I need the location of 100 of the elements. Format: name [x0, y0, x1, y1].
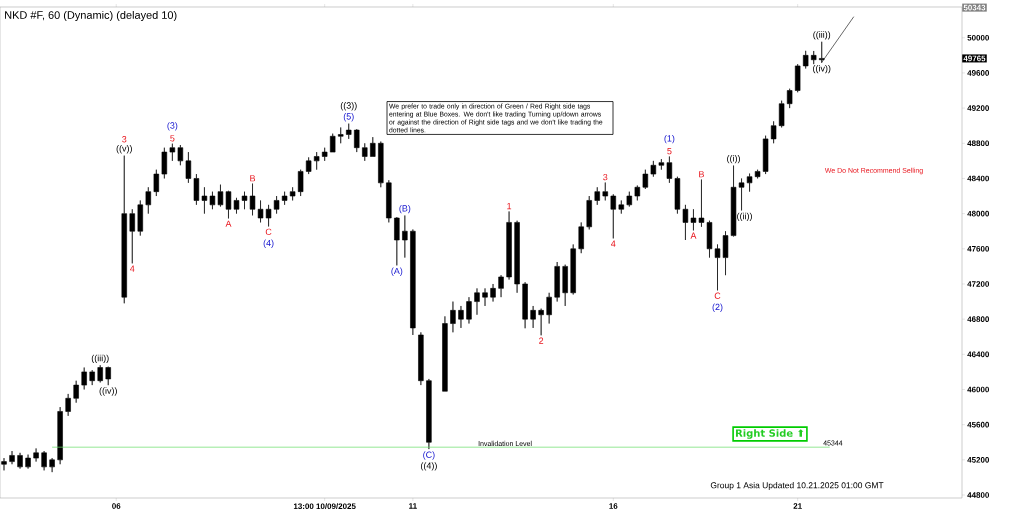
candlestick — [658, 158, 665, 170]
annotation: (5) — [343, 113, 354, 122]
candlestick — [770, 121, 777, 144]
candlestick — [281, 191, 288, 206]
candlestick — [105, 366, 111, 386]
candlestick — [538, 308, 544, 336]
candlestick — [674, 176, 681, 214]
candlestick — [265, 204, 272, 227]
candlestick — [289, 186, 296, 201]
candlestick — [530, 305, 536, 329]
candlestick — [811, 50, 817, 65]
candlestick — [610, 193, 616, 239]
candlestick — [466, 296, 472, 324]
candlestick — [338, 127, 344, 144]
annotation: B — [699, 171, 704, 178]
candlestick — [362, 142, 368, 162]
candlestick — [354, 128, 360, 153]
candlestick — [402, 215, 408, 258]
candlestick — [794, 63, 801, 93]
candlestick — [426, 378, 432, 450]
candlestick — [65, 393, 71, 417]
candlestick — [498, 274, 504, 298]
annotation: ((iv)) — [813, 64, 831, 74]
candlestick — [666, 156, 673, 184]
annotation: A — [225, 220, 232, 227]
annotation: 4 — [129, 265, 135, 272]
annotation: C — [265, 228, 272, 236]
annotation: (B) — [399, 204, 411, 214]
candlestick — [378, 141, 384, 188]
candlestick — [490, 283, 496, 302]
candlestick — [522, 281, 528, 329]
annotation: 5 — [170, 135, 175, 142]
candlestick — [802, 50, 809, 69]
candlestick — [33, 448, 39, 462]
candlestick — [137, 200, 143, 236]
annotation: (4) — [263, 239, 274, 248]
candlestick — [169, 143, 176, 162]
candlestick — [145, 186, 152, 214]
annotation: 3 — [122, 136, 127, 143]
annotation: C — [714, 292, 721, 299]
candlestick — [121, 155, 127, 304]
candlestick — [193, 173, 200, 206]
candlestick — [778, 100, 785, 128]
annotation: ((ii)) — [737, 212, 752, 222]
annotation: (A) — [391, 267, 403, 276]
candlestick — [554, 261, 560, 302]
candlestick — [482, 288, 488, 307]
candlestick — [17, 452, 23, 469]
annotation: 4 — [610, 240, 616, 247]
candlestick — [410, 229, 416, 336]
candlestick — [442, 316, 448, 392]
candlestick — [746, 173, 753, 192]
candlestick — [618, 200, 624, 214]
annotation: A — [690, 232, 697, 239]
candlestick — [650, 160, 657, 177]
candlestick — [634, 185, 641, 201]
candlestick — [81, 367, 87, 390]
candlestick — [458, 305, 464, 329]
candlestick — [370, 136, 376, 157]
candlestick — [97, 364, 103, 383]
annotation: 5 — [667, 148, 672, 155]
candlestick — [209, 191, 216, 210]
annotation: (C) — [423, 451, 435, 460]
candlestick — [642, 169, 649, 190]
candlestick — [626, 191, 633, 207]
candlestick — [346, 123, 352, 140]
candlestick — [786, 88, 793, 109]
candlestick — [73, 380, 79, 403]
annotation: Right Side ⬆ — [736, 429, 804, 439]
candlestick — [506, 211, 512, 280]
annotation: 2 — [539, 337, 544, 344]
annotation: ((iii)) — [91, 354, 109, 364]
annotation: 3 — [603, 173, 608, 181]
candlestick — [9, 450, 15, 465]
candlestick — [89, 369, 95, 386]
candlestick — [177, 144, 184, 166]
candlestick — [514, 220, 520, 294]
candlestick — [305, 157, 312, 175]
candlestick — [594, 186, 600, 206]
candlestick — [418, 332, 424, 386]
candlestick — [49, 457, 55, 473]
candlestick — [546, 292, 552, 324]
candlestick — [682, 204, 689, 241]
annotation: (3) — [167, 122, 178, 131]
candlestick — [129, 208, 135, 264]
candlestick — [273, 195, 280, 214]
candlestick — [25, 454, 31, 469]
annotation: ((v)) — [116, 145, 132, 154]
candlestick — [474, 288, 480, 316]
candlestick — [570, 244, 576, 295]
candlestick — [562, 264, 568, 307]
candlestick — [394, 216, 400, 266]
candlestick — [602, 182, 608, 201]
candlestick — [201, 186, 208, 214]
annotation: (2) — [712, 303, 723, 312]
annotation: ((i)) — [727, 154, 740, 164]
candlestick — [297, 169, 304, 197]
annotation: B — [250, 175, 256, 182]
candlestick — [754, 169, 761, 179]
annotation: (1) — [664, 134, 675, 144]
